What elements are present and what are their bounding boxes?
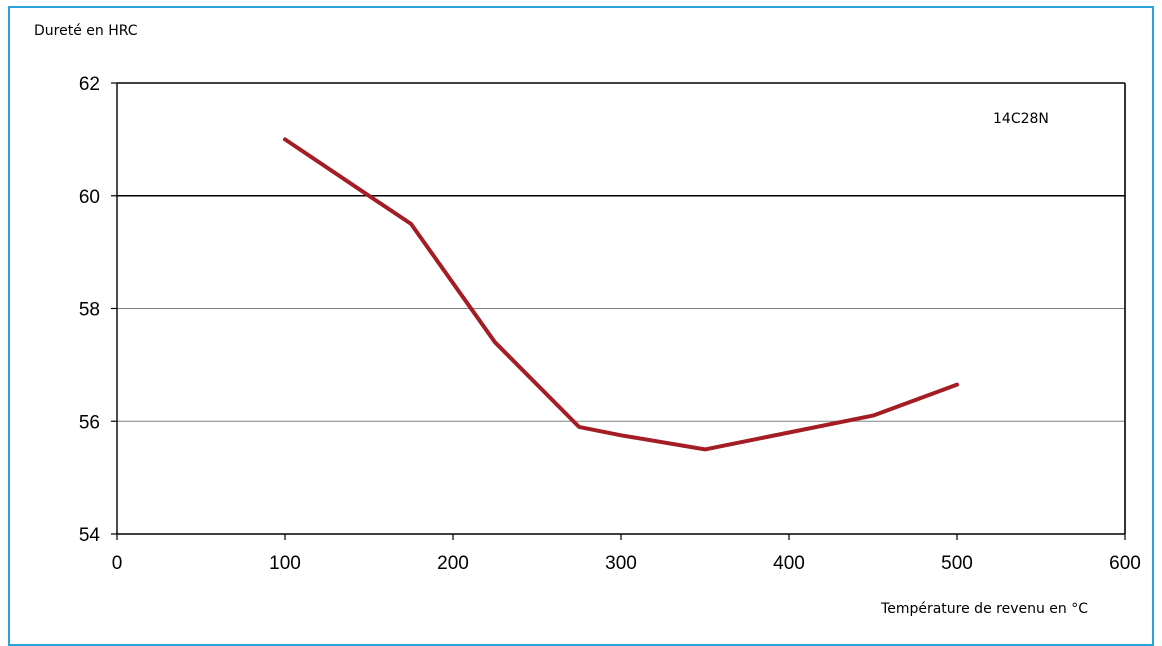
y-tick-label-62: 62 (79, 74, 100, 95)
y-tick-label-54: 54 (79, 525, 101, 546)
x-tick-label-600: 600 (1109, 553, 1141, 574)
x-tick-label-200: 200 (437, 553, 469, 574)
chart-frame (8, 6, 1154, 646)
y-tick-label-58: 58 (79, 300, 100, 321)
x-tick-label-500: 500 (941, 553, 973, 574)
y-tick-label-56: 56 (79, 412, 100, 433)
x-tick-label-400: 400 (773, 553, 805, 574)
x-tick-label-0: 0 (112, 553, 123, 574)
chart-canvas: Dureté en HRC Température de revenu en °… (34, 23, 1141, 617)
y-tick-label-60: 60 (79, 187, 100, 208)
y-axis-title: Dureté en HRC (34, 23, 138, 39)
series-annotation: 14C28N (993, 111, 1049, 127)
series-line-0 (283, 137, 959, 452)
x-tick-label-100: 100 (269, 553, 301, 574)
x-tick-label-300: 300 (605, 553, 637, 574)
x-axis-title: Température de revenu en °C (880, 601, 1088, 617)
